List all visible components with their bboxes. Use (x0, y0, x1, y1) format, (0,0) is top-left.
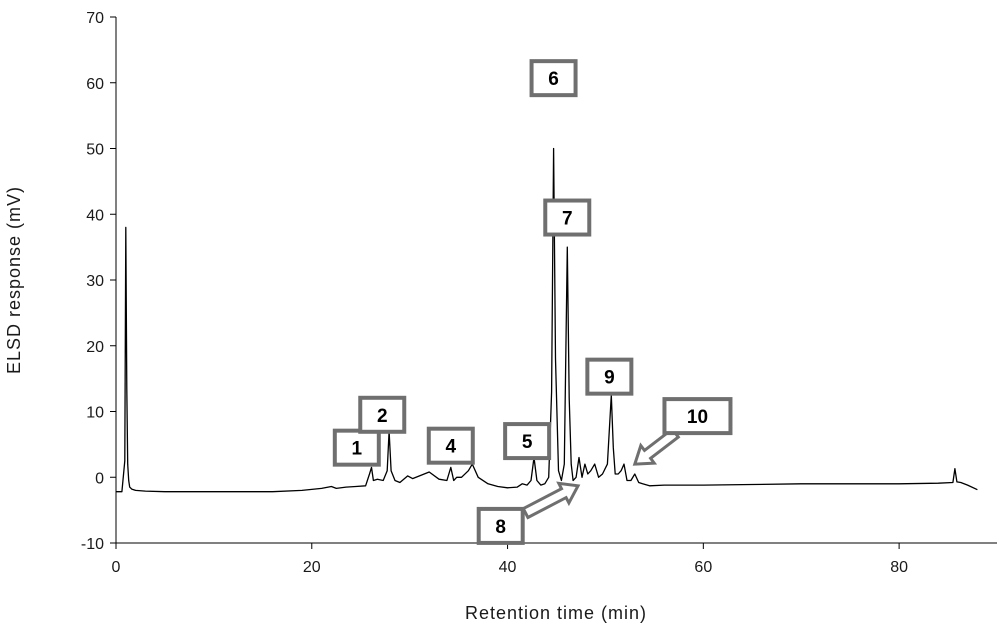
y-tick-label: 0 (95, 470, 104, 487)
x-tick-label: 80 (890, 559, 908, 576)
y-tick-label: 20 (86, 339, 104, 356)
peak-label-box-10 (662, 397, 733, 436)
y-ticks: -10 0 10 20 30 40 50 60 70 (81, 10, 116, 553)
peak-label-5: 5 (522, 432, 533, 453)
peak-label-7: 7 (562, 209, 573, 230)
y-tick-label: 70 (86, 10, 104, 27)
peak-label-10: 10 (687, 407, 708, 428)
peak-label-box-6 (529, 59, 578, 98)
y-tick-label: -10 (81, 536, 104, 553)
y-tick-label: 60 (86, 76, 104, 93)
x-tick-label: 20 (303, 559, 321, 576)
chromatogram-trace (116, 147, 978, 493)
peak-label-box-8 (476, 506, 525, 545)
peak-label-box-2 (358, 395, 407, 434)
annotation-arrow-10 (632, 427, 681, 466)
peak-label-6: 6 (548, 69, 559, 90)
y-tick-label: 30 (86, 273, 104, 290)
peak-label-box-7 (543, 198, 592, 237)
x-axis-title: Retention time (min) (465, 603, 647, 623)
peak-label-9: 9 (604, 368, 615, 389)
y-tick-label: 50 (86, 142, 104, 159)
peak-label-box-1 (332, 428, 381, 467)
peak-label-box-4 (426, 426, 475, 465)
x-tick-label: 60 (694, 559, 712, 576)
peak-label-box-9 (585, 357, 634, 396)
annotation-arrow-8 (521, 481, 581, 520)
y-tick-label: 40 (86, 207, 104, 224)
x-ticks: 0 20 40 60 80 (112, 543, 908, 576)
peak-label-box-5 (503, 422, 552, 461)
x-tick-label: 40 (499, 559, 517, 576)
x-tick-label: 0 (112, 559, 121, 576)
peak-label-8: 8 (495, 517, 506, 538)
peak-label-1: 1 (352, 439, 363, 460)
peak-annotations: 12 4 5 6 7 8 9 10 (332, 59, 733, 545)
peak-label-4: 4 (445, 437, 456, 458)
y-axis-title: ELSD response (mV) (4, 186, 24, 374)
y-tick-label: 10 (86, 405, 104, 422)
peak-label-2: 2 (377, 406, 388, 427)
